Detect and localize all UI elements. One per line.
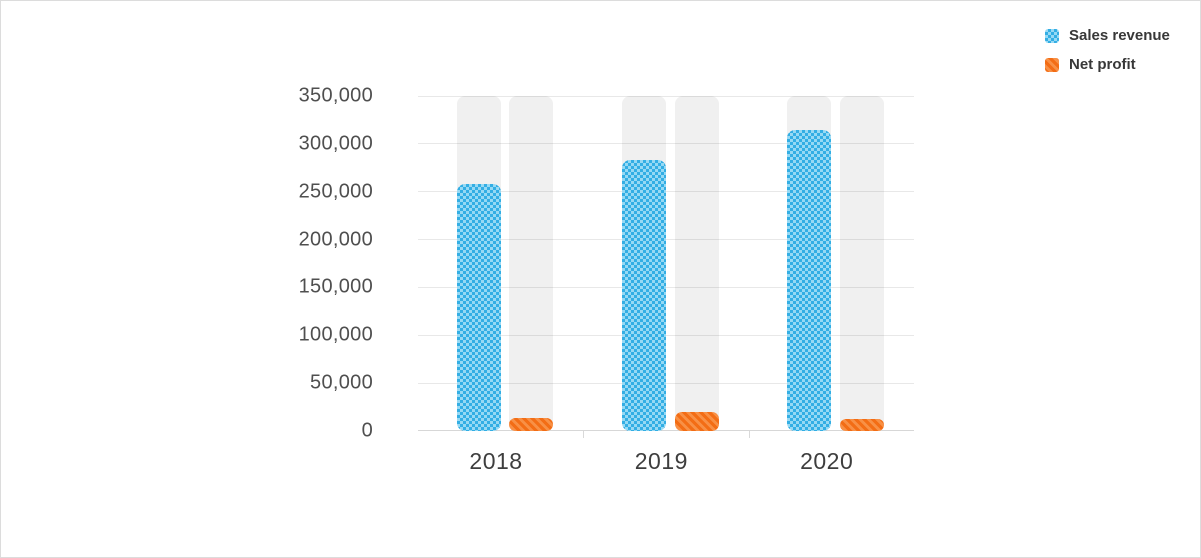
- y-axis-tick-label: 0: [361, 419, 373, 442]
- x-axis-tick: [748, 431, 750, 438]
- x-axis-line: [418, 430, 914, 431]
- x-axis-tick-label: 2019: [634, 448, 688, 474]
- plot-area: [418, 95, 914, 438]
- gridline: [418, 95, 914, 97]
- sales-revenue-bar-2019[interactable]: [622, 160, 667, 431]
- legend-item-sales-revenue[interactable]: Sales revenue: [1045, 28, 1170, 44]
- x-axis-tick-label: 2020: [800, 448, 854, 474]
- sales-revenue-bar-2018[interactable]: [456, 184, 501, 431]
- gridline: [418, 143, 914, 145]
- net-profit-swatch-icon: [1045, 58, 1059, 72]
- legend-item-net-profit[interactable]: Net profit: [1045, 57, 1170, 73]
- y-axis-tick-label: 200,000: [298, 228, 373, 251]
- track-bar: [674, 96, 719, 431]
- category-group-2019: [583, 96, 748, 431]
- track-bar: [509, 96, 554, 431]
- y-axis-tick-label: 100,000: [298, 323, 373, 346]
- y-axis-tick-label: 50,000: [310, 371, 373, 394]
- track-bar: [839, 96, 884, 431]
- y-axis-tick-label: 250,000: [298, 180, 373, 203]
- legend-label-sales-revenue: Sales revenue: [1069, 27, 1170, 44]
- net-profit-bar-2018[interactable]: [509, 417, 554, 431]
- y-axis-tick-label: 300,000: [298, 132, 373, 155]
- sales-revenue-swatch-icon: [1045, 29, 1059, 43]
- sales-revenue-bar-2020[interactable]: [787, 129, 832, 431]
- legend-label-net-profit: Net profit: [1069, 56, 1136, 73]
- net-profit-bar-2020[interactable]: [839, 419, 884, 431]
- x-axis-tick-label: 2018: [469, 448, 523, 474]
- category-group-2018: [418, 96, 583, 431]
- category-group-2020: [749, 96, 914, 431]
- y-axis-tick-label: 350,000: [298, 84, 373, 107]
- x-axis-tick: [583, 431, 585, 438]
- legend: Sales revenue Net profit: [1045, 28, 1170, 73]
- y-axis-tick-label: 150,000: [298, 275, 373, 298]
- net-profit-bar-2019[interactable]: [674, 412, 719, 431]
